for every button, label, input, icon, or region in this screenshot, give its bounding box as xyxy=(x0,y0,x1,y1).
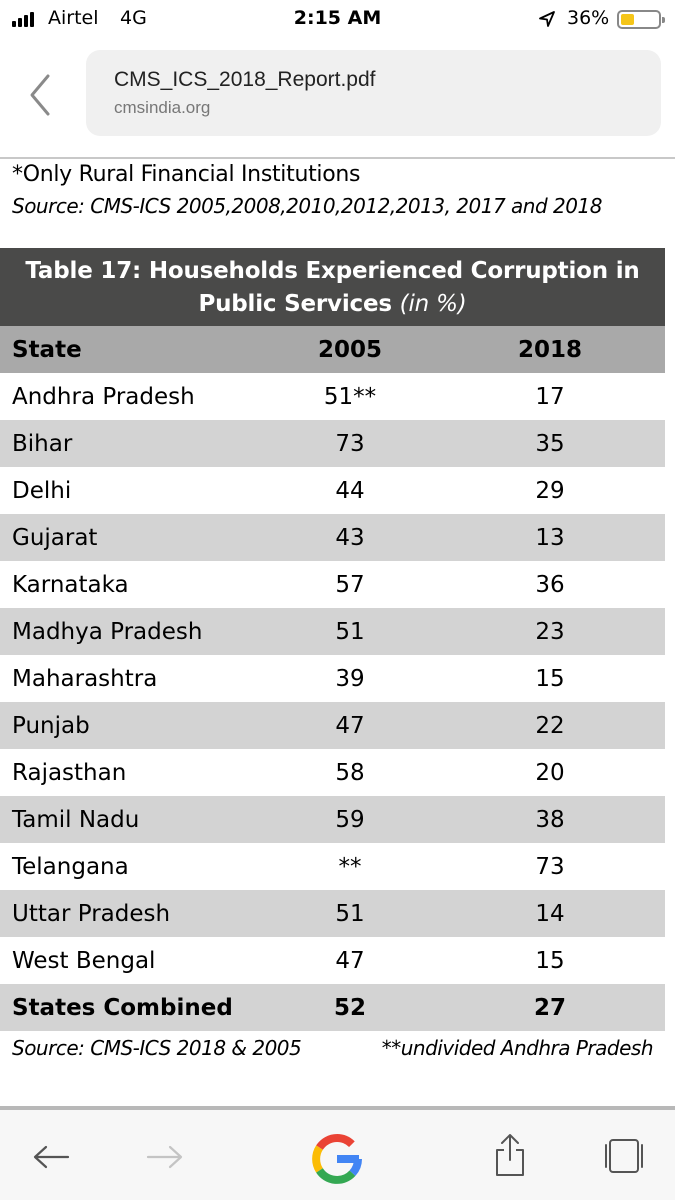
value-2005-cell: 58 xyxy=(335,759,365,786)
browser-toolbar xyxy=(0,1110,675,1200)
source-note-bottom: Source: CMS-ICS 2018 & 2005 xyxy=(12,1036,302,1060)
location-arrow-icon xyxy=(539,11,555,27)
value-2018-cell: 22 xyxy=(435,702,665,749)
state-cell: Delhi xyxy=(12,477,72,504)
table-row: Uttar Pradesh 51 14 xyxy=(0,890,665,937)
state-cell: Karnataka xyxy=(12,571,129,598)
toolbar-divider xyxy=(0,1106,675,1110)
source-note-top: Source: CMS-ICS 2005,2008,2010,2012,2013… xyxy=(12,194,602,218)
carrier-name: Airtel xyxy=(48,7,99,29)
status-time: 2:15 AM xyxy=(293,7,382,29)
state-cell: Bihar xyxy=(0,420,265,467)
rural-institutions-note: *Only Rural Financial Institutions xyxy=(12,162,361,187)
table-row: Punjab 47 22 xyxy=(0,702,665,749)
column-header-2018: 2018 xyxy=(435,326,665,373)
state-cell: Gujarat xyxy=(0,514,265,561)
table-title-unit: (in %) xyxy=(399,291,467,317)
value-2005-cell: 51** xyxy=(323,383,377,410)
google-icon[interactable] xyxy=(308,1130,366,1188)
state-cell: Punjab xyxy=(0,702,265,749)
header-divider xyxy=(0,157,675,159)
total-state-cell: States Combined xyxy=(0,984,265,1031)
state-cell: Telangana xyxy=(12,853,129,880)
page-domain: cmsindia.org xyxy=(114,98,211,117)
network-type: 4G xyxy=(120,7,147,29)
table-row: Gujarat 43 13 xyxy=(0,514,665,561)
table-title: Table 17: Households Experienced Corrupt… xyxy=(0,248,665,326)
tabs-icon[interactable] xyxy=(604,1136,644,1176)
corruption-table: State 2005 2018 Andhra Pradesh 51** 17 B… xyxy=(0,326,665,1031)
value-2005-cell: 47 xyxy=(335,947,365,974)
battery-icon xyxy=(617,10,665,29)
forward-arrow-icon[interactable] xyxy=(146,1144,184,1170)
andhra-footnote: **undivided Andhra Pradesh xyxy=(381,1036,654,1060)
value-2018-cell: 35 xyxy=(435,420,665,467)
value-2005-cell: 43 xyxy=(265,514,435,561)
state-cell: Maharashtra xyxy=(12,665,158,692)
table-header-row: State 2005 2018 xyxy=(0,326,665,373)
table-total-row: States Combined 52 27 xyxy=(0,984,665,1031)
value-2018-cell: 17 xyxy=(535,383,565,410)
table-row: Rajasthan 58 20 xyxy=(0,749,665,796)
value-2018-cell: 23 xyxy=(435,608,665,655)
table-title-line1: Table 17: Households Experienced Corrupt… xyxy=(25,258,640,284)
value-2018-cell: 73 xyxy=(535,853,565,880)
table-row: Delhi 44 29 xyxy=(0,467,665,514)
value-2018-cell: 15 xyxy=(535,665,565,692)
value-2005-cell: 51 xyxy=(265,890,435,937)
value-2005-cell: ** xyxy=(338,853,362,880)
table-row: Telangana ** 73 xyxy=(0,843,665,890)
value-2005-cell: 47 xyxy=(265,702,435,749)
state-cell: Rajasthan xyxy=(12,759,127,786)
value-2005-cell: 44 xyxy=(335,477,365,504)
share-icon[interactable] xyxy=(494,1132,526,1178)
page-title: CMS_ICS_2018_Report.pdf xyxy=(114,68,376,91)
value-2018-cell: 29 xyxy=(535,477,565,504)
total-2005-cell: 52 xyxy=(265,984,435,1031)
table-row: West Bengal 47 15 xyxy=(0,937,665,984)
value-2018-cell: 13 xyxy=(435,514,665,561)
table-row: Maharashtra 39 15 xyxy=(0,655,665,702)
value-2005-cell: 73 xyxy=(265,420,435,467)
total-2018-cell: 27 xyxy=(435,984,665,1031)
table-row: Andhra Pradesh 51** 17 xyxy=(0,373,665,420)
table-row: Bihar 73 35 xyxy=(0,420,665,467)
value-2018-cell: 14 xyxy=(435,890,665,937)
table-row: Karnataka 57 36 xyxy=(0,561,665,608)
state-cell: West Bengal xyxy=(12,947,156,974)
status-bar: Airtel 4G 2:15 AM 36% xyxy=(0,0,675,38)
value-2018-cell: 36 xyxy=(535,571,565,598)
state-cell: Madhya Pradesh xyxy=(0,608,265,655)
chevron-left-icon[interactable] xyxy=(26,72,56,118)
value-2018-cell: 15 xyxy=(535,947,565,974)
column-header-2005: 2005 xyxy=(265,326,435,373)
value-2005-cell: 57 xyxy=(335,571,365,598)
value-2018-cell: 38 xyxy=(435,796,665,843)
address-bar[interactable]: CMS_ICS_2018_Report.pdf cmsindia.org xyxy=(86,50,661,136)
value-2005-cell: 51 xyxy=(265,608,435,655)
value-2018-cell: 20 xyxy=(535,759,565,786)
state-cell: Uttar Pradesh xyxy=(0,890,265,937)
table-row: Madhya Pradesh 51 23 xyxy=(0,608,665,655)
table-row: Tamil Nadu 59 38 xyxy=(0,796,665,843)
state-cell: Andhra Pradesh xyxy=(12,383,195,410)
battery-percent: 36% xyxy=(567,7,610,29)
value-2005-cell: 39 xyxy=(335,665,365,692)
state-cell: Tamil Nadu xyxy=(0,796,265,843)
value-2005-cell: 59 xyxy=(265,796,435,843)
column-header-state: State xyxy=(0,326,265,373)
signal-strength-icon xyxy=(12,12,34,27)
back-arrow-icon[interactable] xyxy=(32,1144,70,1170)
table-title-line2: Public Services xyxy=(198,291,392,317)
